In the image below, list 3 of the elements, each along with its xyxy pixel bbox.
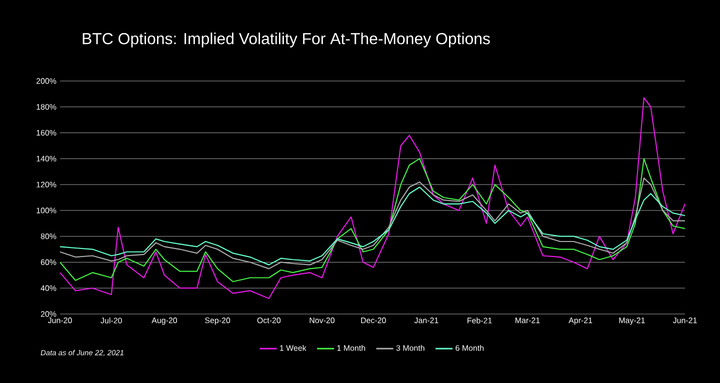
line-series bbox=[59, 97, 686, 300]
chart-title: BTC Options: Implied Volatility For At-The-Money Options bbox=[82, 32, 490, 48]
line-series bbox=[59, 158, 686, 282]
